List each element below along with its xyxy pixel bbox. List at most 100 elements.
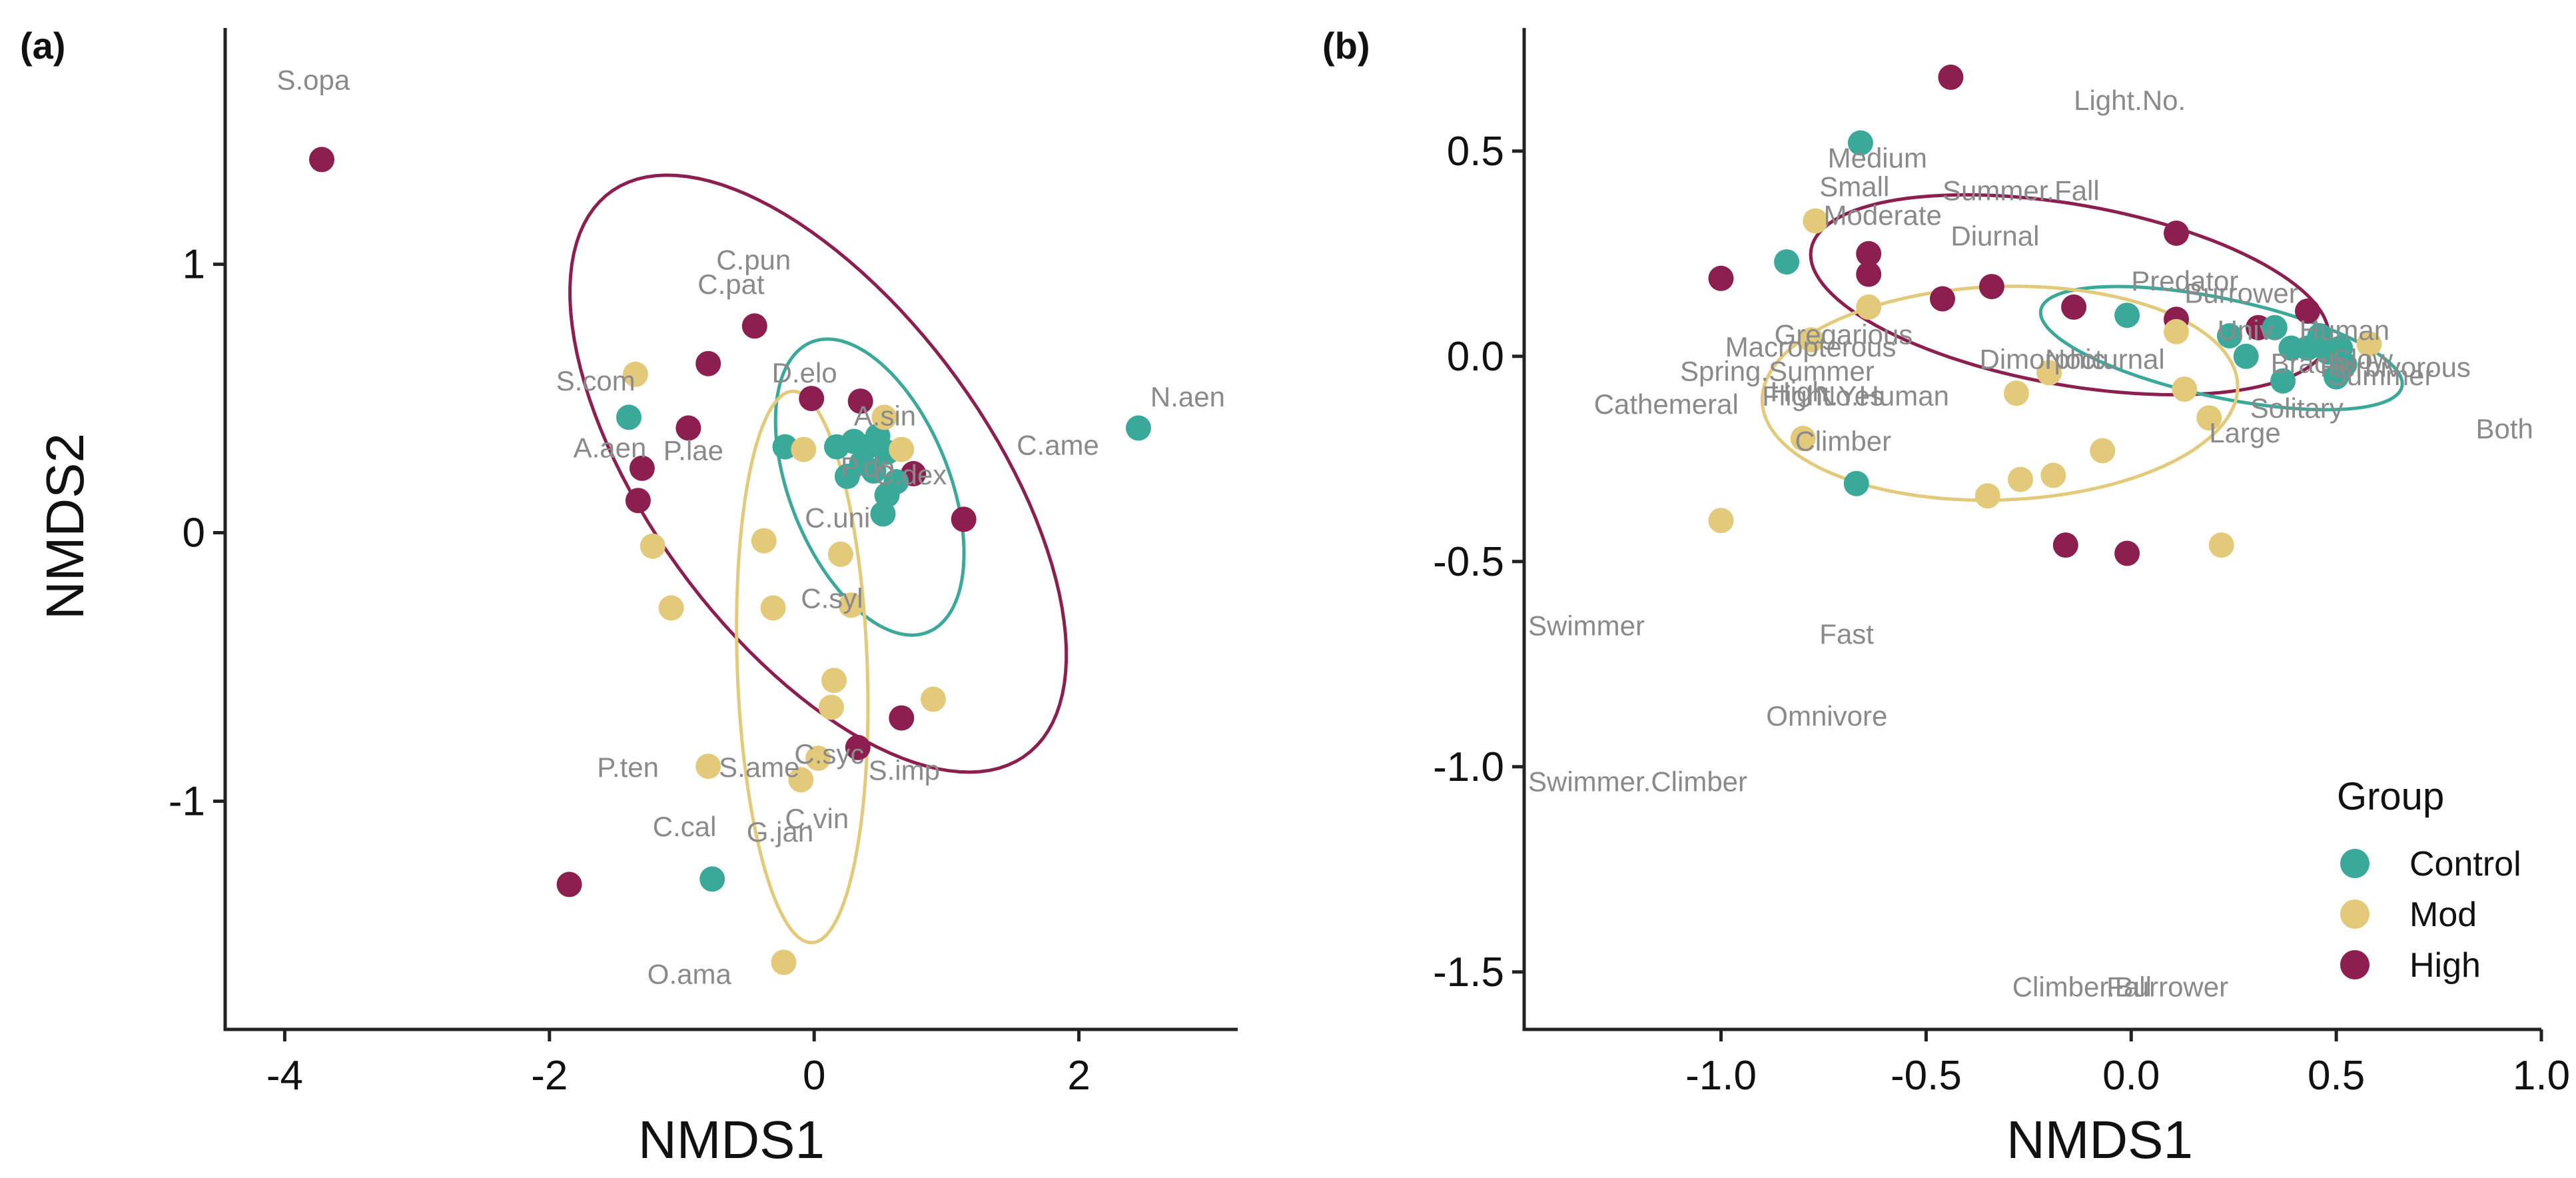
point-high <box>799 386 824 411</box>
point-label: Nocturnal <box>2045 343 2165 374</box>
point-high <box>695 351 721 376</box>
x-tick-label: 0 <box>803 1053 825 1099</box>
point-high <box>1709 266 1734 291</box>
x-tick-label: 0.5 <box>2308 1053 2365 1099</box>
x-tick-label: 1.0 <box>2513 1053 2570 1099</box>
point-label: A.sin <box>854 400 916 431</box>
point-high <box>2164 221 2189 246</box>
y-tick-label: 1 <box>183 242 205 288</box>
point-label: S.ame <box>719 752 799 783</box>
point-label: Large <box>2209 417 2280 448</box>
y-tick-label: 0.0 <box>1447 334 1504 380</box>
point-high <box>742 313 767 338</box>
point-high <box>626 488 651 513</box>
point-high <box>1856 262 1881 287</box>
point-label: Summer <box>2328 360 2434 391</box>
point-label: C.syl <box>801 582 863 614</box>
point-mod <box>828 542 853 567</box>
point-label: S.imp <box>869 754 940 786</box>
point-high <box>2061 294 2086 320</box>
point-label: O.ama <box>647 959 732 990</box>
point-label: N.aen <box>1150 381 1225 412</box>
panel-b-label: (b) <box>1322 25 1370 67</box>
legend-label-high: High <box>2409 946 2481 985</box>
x-tick-label: -0.5 <box>1891 1053 1962 1099</box>
point-label: No.Human <box>1815 380 1949 412</box>
point-high <box>557 872 582 897</box>
point-mod <box>921 686 946 712</box>
point-mod <box>659 595 684 620</box>
y-tick-label: -1.5 <box>1433 949 1504 995</box>
panel-b-x-title: NMDS1 <box>2006 1110 2193 1169</box>
point-label: Fall <box>2106 971 2152 1003</box>
x-tick-label: 0.0 <box>2102 1053 2160 1099</box>
point-high <box>2053 532 2078 558</box>
point-label: Summer.Fall <box>1942 175 2100 207</box>
point-label: Swimmer <box>1528 610 1645 642</box>
y-tick-label: 0 <box>183 510 205 556</box>
point-label: C.uni <box>805 502 870 534</box>
point-label: Human <box>2300 314 2389 346</box>
point-mod <box>2172 376 2197 402</box>
legend-swatch-mod <box>2340 899 2369 929</box>
point-label: Light.No. <box>2074 85 2186 116</box>
point-label: Burrower <box>2184 278 2298 309</box>
point-label: A.aen <box>574 432 647 464</box>
point-control <box>2234 344 2259 369</box>
point-mod <box>821 668 847 693</box>
figure: (a) NMDS2 NMDS1 S.opaC.punC.patS.com D.el… <box>0 0 2576 1178</box>
legend-swatch-control <box>2340 849 2369 878</box>
point-mod <box>819 695 844 720</box>
y-tick-label: -1 <box>169 778 205 824</box>
point-label: P.ten <box>597 752 659 783</box>
point-label: Medium <box>1828 142 1927 173</box>
legend-label-mod: Mod <box>2409 895 2477 934</box>
point-mod <box>2090 438 2115 464</box>
point-high <box>889 706 914 731</box>
point-mod <box>771 949 797 975</box>
point-label: D.elo <box>772 357 837 388</box>
point-label: Cathemeral <box>1594 388 1739 420</box>
point-high <box>1979 274 2004 299</box>
point-label: C.dex <box>874 459 947 490</box>
point-label: Both <box>2476 413 2533 444</box>
point-label: C.ame <box>1017 430 1099 461</box>
panel-a-label: (a) <box>20 25 65 67</box>
point-label: C.vin <box>785 803 849 834</box>
point-control <box>871 501 896 526</box>
point-high <box>1930 287 1955 312</box>
point-mod <box>2004 380 2029 406</box>
y-tick-label: -1.0 <box>1433 744 1504 790</box>
panel-b: (b) NMDS1 Light.No. MediumSmall Summer.Fal… <box>1322 25 2570 1169</box>
panel-a-y-title: NMDS2 <box>35 433 95 620</box>
x-tick-label: -2 <box>531 1053 568 1099</box>
panel-b-point-labels: Light.No.MediumSmall Summer.FallModerateD… <box>1528 85 2533 1003</box>
y-tick-label: 0.5 <box>1447 129 1504 175</box>
point-control <box>1774 249 1799 275</box>
point-mod <box>2008 467 2033 492</box>
point-mod <box>2209 532 2234 558</box>
point-mod <box>2040 462 2066 488</box>
point-mod <box>1856 294 1881 320</box>
point-label: Diurnal <box>1950 221 2039 252</box>
point-label: Swimmer.Climber <box>1528 766 1747 798</box>
point-label: Univ. <box>2218 314 2280 346</box>
point-mod <box>640 534 665 559</box>
legend-title: Group <box>2337 775 2444 818</box>
x-tick-label: 2 <box>1067 1053 1090 1099</box>
point-label: P.lae <box>663 435 723 466</box>
point-label: C.cal <box>653 811 717 842</box>
point-label: C.syc <box>794 738 864 770</box>
point-mod <box>1709 508 1734 533</box>
point-label: Climber <box>1795 426 1891 457</box>
point-mod <box>695 754 721 779</box>
panel-a-axes: -4 -2 0 2 1 0 -1 <box>169 28 1238 1099</box>
legend-label-control: Control <box>2409 845 2521 884</box>
point-high <box>309 147 334 172</box>
legend-swatch-high <box>2340 950 2369 979</box>
point-label: Small <box>1819 171 1889 203</box>
point-mod <box>2164 319 2189 344</box>
point-label: Fast <box>1819 618 1874 650</box>
x-tick-label: -4 <box>266 1053 303 1099</box>
